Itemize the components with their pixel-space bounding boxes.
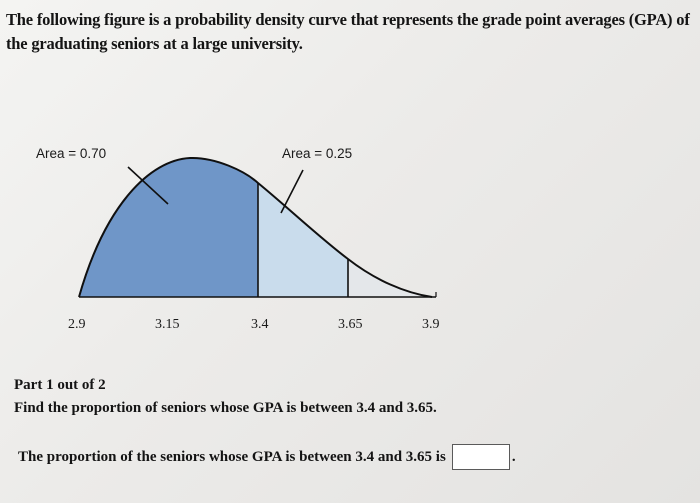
- part-instruction: Find the proportion of seniors whose GPA…: [14, 400, 437, 416]
- tick-label-2.9: 2.9: [68, 317, 86, 332]
- area-right-region: [348, 259, 432, 297]
- area-middle-label: Area = 0.25: [282, 146, 352, 161]
- answer-input[interactable]: [451, 444, 510, 470]
- tick-label-3.4: 3.4: [251, 317, 269, 332]
- area-middle-pointer: [280, 169, 304, 214]
- answer-prefix: The proportion of the seniors whose GPA …: [18, 448, 446, 465]
- tick-label-3.9: 3.9: [422, 317, 440, 332]
- part-header: Part 1 out of 2: [14, 377, 106, 393]
- area-left-region: [79, 157, 258, 297]
- tick-label-3.65: 3.65: [338, 317, 363, 332]
- answer-row: The proportion of the seniors whose GPA …: [18, 444, 516, 470]
- question-text: The following figure is a probability de…: [6, 10, 690, 53]
- tick-label-3.15: 3.15: [155, 317, 180, 332]
- area-middle-region: [258, 183, 348, 297]
- area-left-label: Area = 0.70: [36, 146, 106, 161]
- answer-suffix: .: [511, 448, 516, 465]
- density-curve: [78, 156, 433, 298]
- area-left-pointer: [127, 166, 169, 205]
